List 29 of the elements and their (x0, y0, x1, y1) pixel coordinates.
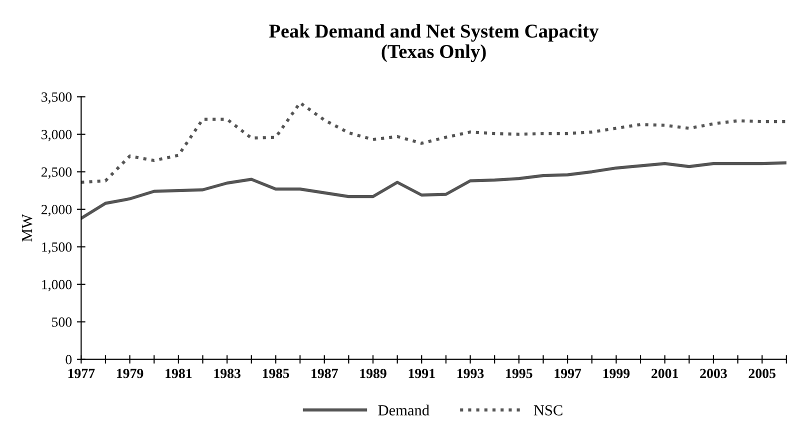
y-tick-label: 500 (52, 317, 72, 327)
y-tick-label: 0 (66, 354, 72, 364)
x-tick-label: 1987 (312, 368, 338, 378)
y-tick-label: 3,000 (42, 130, 72, 142)
legend-label: NSC (534, 405, 562, 416)
x-tick-label: 1977 (68, 368, 95, 378)
x-tick-label: 1983 (214, 368, 240, 378)
x-tick-label: 1979 (117, 368, 144, 378)
y-tick-label: 1,000 (42, 280, 72, 292)
x-tick-label: 2003 (700, 368, 727, 378)
x-tick-label: 1995 (506, 368, 532, 378)
x-tick-label: 1997 (554, 368, 582, 378)
y-tick-label: 1,500 (42, 242, 72, 254)
x-tick-label: 2005 (748, 368, 776, 378)
x-tick-label: 2001 (652, 368, 678, 378)
y-axis-title: MW (22, 214, 32, 242)
y-tick-label: 3,500 (42, 92, 72, 104)
x-tick-label: 1993 (457, 368, 484, 378)
x-tick-label: 1989 (360, 368, 386, 378)
x-tick-label: 1991 (408, 368, 435, 378)
x-tick-label: 1985 (262, 368, 290, 378)
y-tick-label: 2,000 (41, 204, 72, 216)
y-tick-label: 2,500 (41, 167, 72, 179)
line-series (81, 101, 786, 184)
x-tick-label: 1999 (603, 368, 630, 378)
legend-label: Demand (378, 404, 430, 416)
x-tick-label: 1981 (166, 368, 192, 378)
line-series (81, 161, 786, 220)
chart-title: Peak Demand and Net System Capacity (Texas Only) (269, 24, 599, 62)
